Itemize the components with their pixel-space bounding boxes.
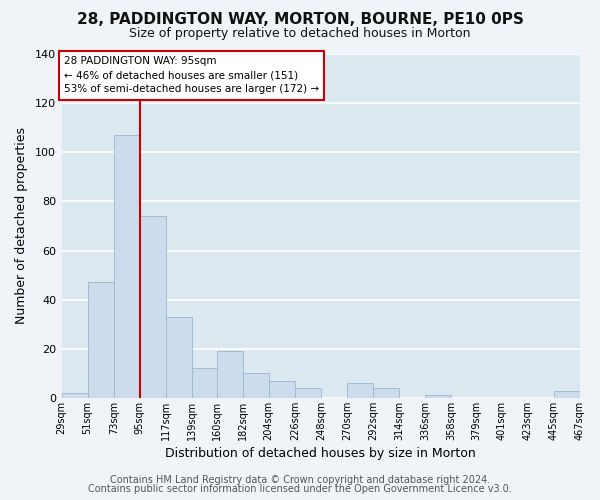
Text: Size of property relative to detached houses in Morton: Size of property relative to detached ho… [129,28,471,40]
Bar [113,135,140,398]
Text: Contains public sector information licensed under the Open Government Licence v3: Contains public sector information licen… [88,484,512,494]
Text: Contains HM Land Registry data © Crown copyright and database right 2024.: Contains HM Land Registry data © Crown c… [110,475,490,485]
Bar [425,396,451,398]
Bar [217,351,243,398]
Y-axis label: Number of detached properties: Number of detached properties [15,128,28,324]
Bar [88,282,113,398]
Bar [269,380,295,398]
Bar [243,374,269,398]
X-axis label: Distribution of detached houses by size in Morton: Distribution of detached houses by size … [166,447,476,460]
Bar [166,317,192,398]
Text: 28, PADDINGTON WAY, MORTON, BOURNE, PE10 0PS: 28, PADDINGTON WAY, MORTON, BOURNE, PE10… [77,12,523,28]
Text: 28 PADDINGTON WAY: 95sqm
← 46% of detached houses are smaller (151)
53% of semi-: 28 PADDINGTON WAY: 95sqm ← 46% of detach… [64,56,319,94]
Bar [347,383,373,398]
Bar [140,216,166,398]
Bar [192,368,217,398]
Bar [554,390,580,398]
Bar [62,393,88,398]
Bar [295,388,321,398]
Bar [373,388,399,398]
